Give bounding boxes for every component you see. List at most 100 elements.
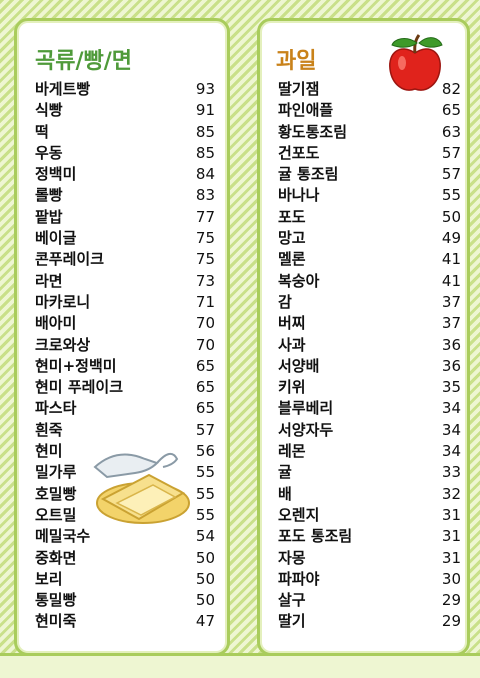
fruits-list-item: 서양배 36: [260, 356, 467, 377]
grains-list-item: 현미죽 47: [17, 611, 227, 632]
grains-list-item: 베이글 75: [17, 228, 227, 249]
item-value: 65: [195, 378, 215, 397]
fruits-list-item: 바나나 55: [260, 185, 467, 206]
item-value: 70: [195, 314, 215, 333]
item-value: 33: [441, 463, 461, 482]
grains-list-item: 통밀빵 50: [17, 590, 227, 611]
fruits-list-item: 배 32: [260, 484, 467, 505]
item-name: 멜론: [278, 250, 306, 269]
grains-list-item: 우동 85: [17, 143, 227, 164]
fruits-list-item: 멜론 41: [260, 249, 467, 270]
fruits-list-item: 포도 통조림 31: [260, 526, 467, 547]
bottom-border: [0, 653, 480, 678]
item-value: 54: [195, 527, 215, 546]
item-name: 포도: [278, 207, 306, 226]
item-name: 블루베리: [278, 399, 334, 418]
item-name: 호밀빵: [35, 484, 77, 503]
item-name: 자몽: [278, 548, 306, 567]
grains-list-item: 현미 푸레이크 65: [17, 377, 227, 398]
fruits-panel: 과일 딸기잼 82 파인애플 65 황도통조림 63 건포도 57 귤 통조림 57 바나나 55 포도…: [257, 18, 470, 656]
fruits-list-item: 자몽 31: [260, 548, 467, 569]
item-value: 47: [195, 612, 215, 631]
item-value: 77: [195, 207, 215, 226]
fruits-list-item: 사과 36: [260, 335, 467, 356]
item-value: 35: [441, 378, 461, 397]
grains-list: 바게트빵 93 식빵 91 떡 85 우동 85 정백미 84 롤빵 83 팥밥 77 베이글 75 콘푸레이크…: [17, 79, 227, 633]
item-name: 오트밀: [35, 505, 77, 524]
item-name: 현미 푸레이크: [35, 378, 124, 397]
item-value: 57: [441, 143, 461, 162]
item-value: 41: [441, 250, 461, 269]
item-name: 콘푸레이크: [35, 250, 105, 269]
item-name: 복숭아: [278, 271, 320, 290]
grains-list-item: 현미+정백미 65: [17, 356, 227, 377]
grains-list-item: 콘푸레이크 75: [17, 249, 227, 270]
item-name: 롤빵: [35, 186, 63, 205]
item-name: 식빵: [35, 101, 63, 120]
grains-list-item: 메밀국수 54: [17, 526, 227, 547]
item-value: 34: [441, 420, 461, 439]
item-name: 메밀국수: [35, 527, 91, 546]
item-name: 우동: [35, 143, 63, 162]
grains-list-item: 오트밀 55: [17, 505, 227, 526]
item-name: 배: [278, 484, 292, 503]
grains-list-item: 떡 85: [17, 122, 227, 143]
item-value: 55: [195, 463, 215, 482]
item-name: 현미죽: [35, 612, 77, 631]
item-value: 85: [195, 122, 215, 141]
grains-list-item: 팥밥 77: [17, 207, 227, 228]
item-name: 귤 통조림: [278, 165, 339, 184]
grains-list-item: 중화면 50: [17, 548, 227, 569]
item-value: 50: [195, 569, 215, 588]
grains-list-item: 흰죽 57: [17, 420, 227, 441]
item-value: 29: [441, 591, 461, 610]
item-value: 65: [195, 399, 215, 418]
grains-list-item: 파스타 65: [17, 398, 227, 419]
fruits-list-item: 건포도 57: [260, 143, 467, 164]
item-name: 밀가루: [35, 463, 77, 482]
item-name: 살구: [278, 591, 306, 610]
fruits-list-item: 망고 49: [260, 228, 467, 249]
item-value: 41: [441, 271, 461, 290]
fruits-list-item: 포도 50: [260, 207, 467, 228]
item-name: 보리: [35, 569, 63, 588]
fruits-list-item: 파파야 30: [260, 569, 467, 590]
grains-list-item: 크로와상 70: [17, 335, 227, 356]
item-value: 93: [195, 80, 215, 98]
apple-icon: [389, 34, 443, 91]
fruits-list-item: 황도통조림 63: [260, 122, 467, 143]
item-name: 버찌: [278, 314, 306, 333]
item-name: 서양자두: [278, 420, 334, 439]
item-value: 85: [195, 143, 215, 162]
item-value: 50: [195, 548, 215, 567]
item-name: 정백미: [35, 165, 77, 184]
grains-list-item: 보리 50: [17, 569, 227, 590]
item-name: 파인애플: [278, 101, 334, 120]
item-name: 서양배: [278, 356, 320, 375]
item-name: 황도통조림: [278, 122, 348, 141]
item-value: 55: [195, 505, 215, 524]
fruits-list-item: 파인애플 65: [260, 100, 467, 121]
item-value: 75: [195, 250, 215, 269]
item-name: 망고: [278, 229, 306, 248]
item-name: 흰죽: [35, 420, 63, 439]
fruits-list: 딸기잼 82 파인애플 65 황도통조림 63 건포도 57 귤 통조림 57 바나나 55 포도 50 망…: [260, 79, 467, 633]
item-value: 65: [195, 356, 215, 375]
fruits-list-item: 레몬 34: [260, 441, 467, 462]
item-name: 딸기잼: [278, 80, 320, 98]
item-name: 레몬: [278, 442, 306, 461]
item-name: 파스타: [35, 399, 77, 418]
item-name: 라면: [35, 271, 63, 290]
item-name: 현미+정백미: [35, 356, 117, 375]
item-name: 딸기: [278, 612, 306, 631]
grains-list-item: 호밀빵 55: [17, 484, 227, 505]
item-value: 63: [441, 122, 461, 141]
grains-panel: 곡류/빵/면 바게트빵 93 식빵 91 떡 85 우동 85 정백미 84 롤빵 83 팥밥 77 베이글…: [14, 18, 230, 656]
item-name: 통밀빵: [35, 591, 77, 610]
item-value: 57: [441, 165, 461, 184]
item-value: 55: [441, 186, 461, 205]
grains-list-item: 라면 73: [17, 271, 227, 292]
fruits-list-item: 키위 35: [260, 377, 467, 398]
fruits-list-item: 감 37: [260, 292, 467, 313]
item-value: 73: [195, 271, 215, 290]
